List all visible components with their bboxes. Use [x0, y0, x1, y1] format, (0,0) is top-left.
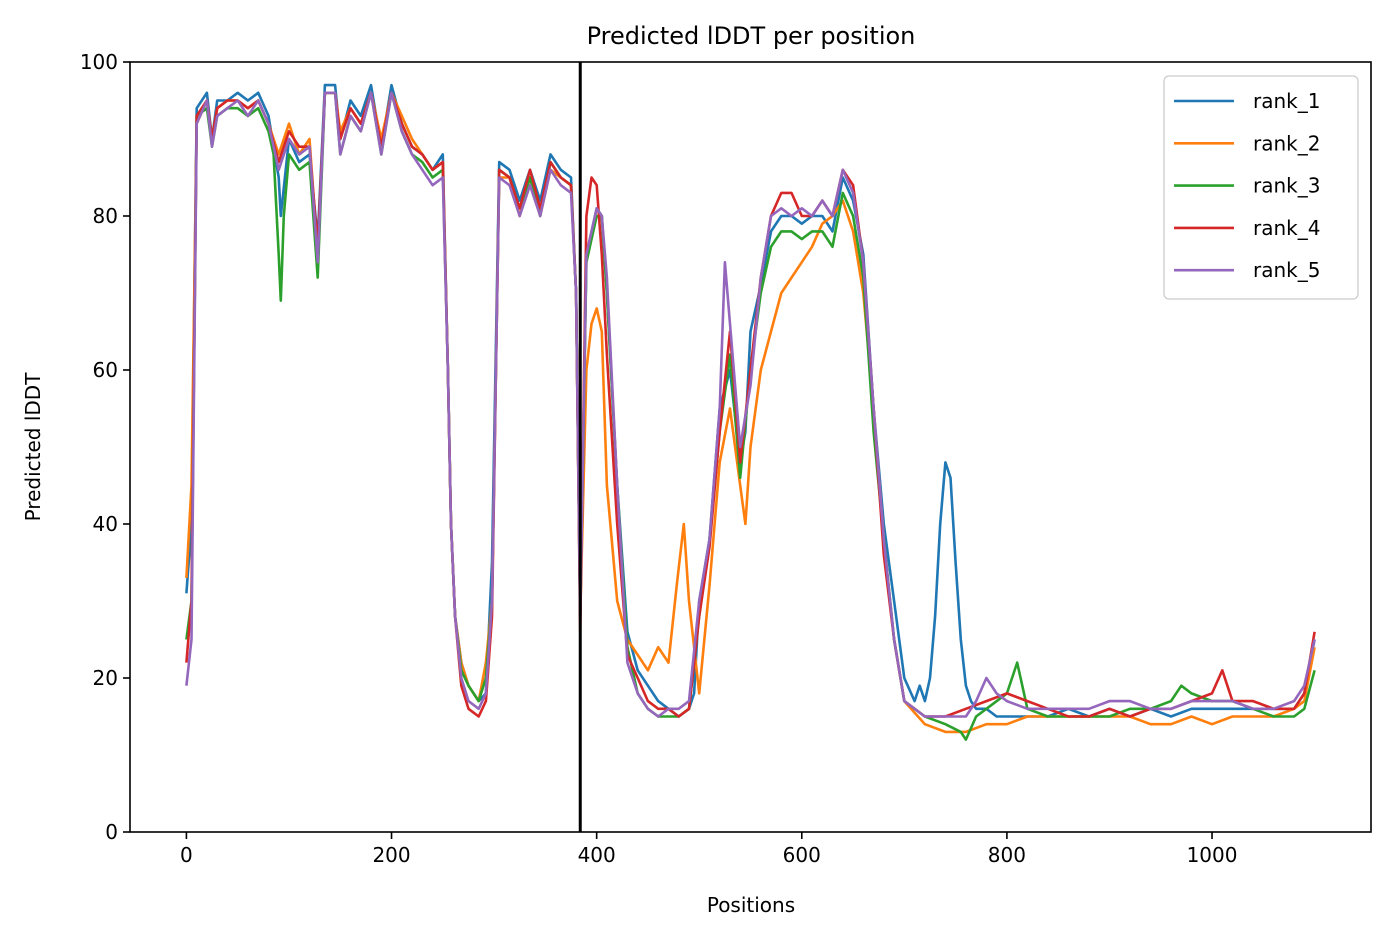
legend-label-rank_1: rank_1 [1253, 89, 1320, 113]
x-axis-label: Positions [707, 893, 795, 917]
legend: rank_1 rank_2 rank_3 rank_4 rank_5 [1163, 75, 1359, 300]
x-tick-label: 600 [783, 843, 821, 867]
legend-box [1163, 75, 1359, 300]
legend-label-rank_4: rank_4 [1253, 216, 1320, 240]
y-tick-label: 80 [93, 204, 118, 228]
series-lines [185, 83, 1316, 741]
y-axis-label: Predicted lDDT [21, 372, 45, 522]
x-tick-label: 200 [372, 843, 410, 867]
plot-frame [129, 61, 1372, 833]
legend-items: rank_1 rank_2 rank_3 rank_4 rank_5 [1174, 89, 1320, 282]
chart-title: Predicted lDDT per position [587, 22, 916, 50]
legend-label-rank_3: rank_3 [1253, 174, 1320, 198]
legend-label-rank_2: rank_2 [1253, 131, 1320, 155]
x-tick-label: 0 [180, 843, 193, 867]
y-tick-label: 60 [93, 358, 118, 382]
series-line-rank_5 [185, 91, 1316, 718]
x-tick-label: 400 [578, 843, 616, 867]
y-axis: 0 20 40 60 80 100 [80, 50, 130, 844]
y-tick-label: 40 [93, 512, 118, 536]
y-tick-label: 0 [105, 820, 118, 844]
y-tick-label: 20 [93, 666, 118, 690]
x-axis: 0 200 400 600 800 1000 [180, 832, 1237, 867]
x-tick-label: 800 [988, 843, 1026, 867]
x-tick-label: 1000 [1187, 843, 1238, 867]
y-tick-label: 100 [80, 50, 118, 74]
plot-area [129, 61, 1372, 833]
legend-label-rank_5: rank_5 [1253, 258, 1320, 282]
